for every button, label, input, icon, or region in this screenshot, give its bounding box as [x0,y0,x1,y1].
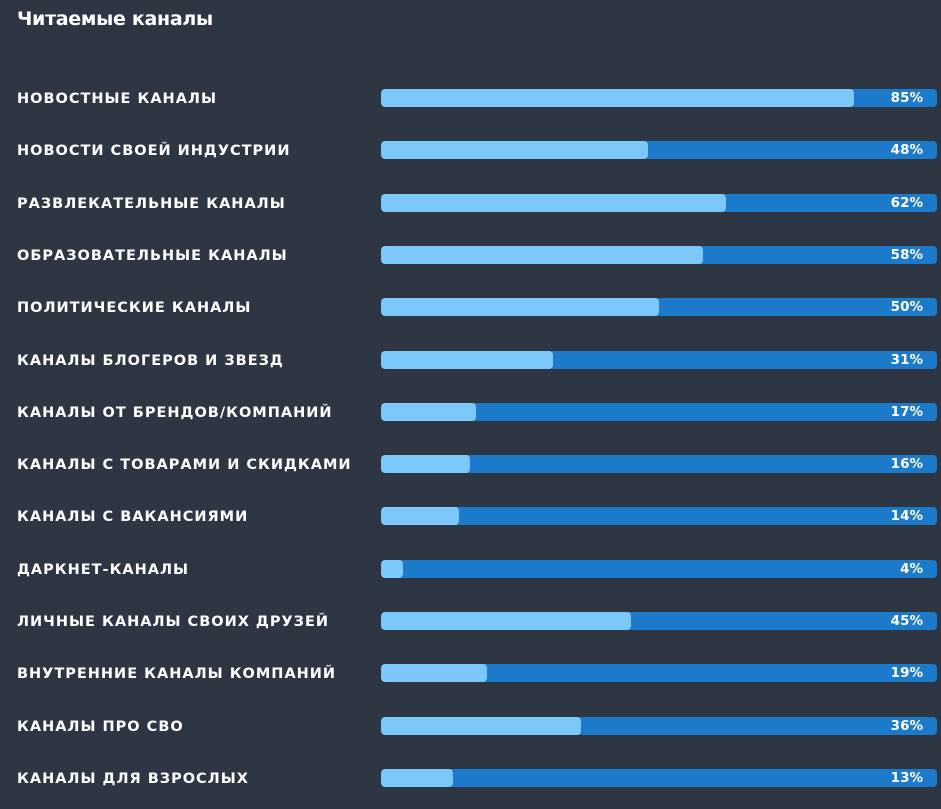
bar-track: 14% [381,507,937,525]
data-label: 36% [890,718,923,734]
data-label: 58% [890,247,923,263]
bar-track: 85% [381,89,937,107]
category-label: НОВОСТИ СВОЕЙ ИНДУСТРИИ [17,143,291,159]
bar-fill [381,664,487,682]
category-label: КАНАЛЫ БЛОГЕРОВ И ЗВЕЗД [17,353,284,369]
bar-fill [381,246,703,264]
bar-fill [381,403,476,421]
data-label: 4% [900,561,923,577]
bar-track: 19% [381,664,937,682]
category-label: ОБРАЗОВАТЕЛЬНЫЕ КАНАЛЫ [17,248,288,264]
bar-track: 4% [381,560,937,578]
data-label: 62% [890,195,923,211]
bar-row: РАЗВЛЕКАТЕЛЬНЫЕ КАНАЛЫ 62% [0,194,941,214]
bar-row: КАНАЛЫ ДЛЯ ВЗРОСЛЫХ 13% [0,769,941,789]
bar-row: ЛИЧНЫЕ КАНАЛЫ СВОИХ ДРУЗЕЙ 45% [0,612,941,632]
bar-row: ОБРАЗОВАТЕЛЬНЫЕ КАНАЛЫ 58% [0,246,941,266]
bar-fill [381,89,854,107]
bar-fill [381,194,726,212]
data-label: 14% [890,508,923,524]
category-label: КАНАЛЫ ПРО СВО [17,719,184,735]
bar-fill [381,612,631,630]
bar-fill [381,141,648,159]
bar-row: ДАРКНЕТ-КАНАЛЫ 4% [0,560,941,580]
bar-fill [381,351,553,369]
data-label: 85% [890,90,923,106]
bar-row: КАНАЛЫ ПРО СВО 36% [0,717,941,737]
data-label: 13% [890,770,923,786]
bar-row: КАНАЛЫ ОТ БРЕНДОВ/КОМПАНИЙ 17% [0,403,941,423]
data-label: 48% [890,142,923,158]
bar-track: 31% [381,351,937,369]
bar-track: 17% [381,403,937,421]
data-label: 16% [890,456,923,472]
category-label: КАНАЛЫ ДЛЯ ВЗРОСЛЫХ [17,771,249,787]
bar-track: 36% [381,717,937,735]
category-label: НОВОСТНЫЕ КАНАЛЫ [17,91,217,107]
bar-track: 13% [381,769,937,787]
category-label: РАЗВЛЕКАТЕЛЬНЫЕ КАНАЛЫ [17,196,286,212]
bar-fill [381,455,470,473]
bar-row: КАНАЛЫ БЛОГЕРОВ И ЗВЕЗД 31% [0,351,941,371]
bar-fill [381,560,403,578]
bar-track: 58% [381,246,937,264]
category-label: КАНАЛЫ С ТОВАРАМИ И СКИДКАМИ [17,457,352,473]
chart-title: Читаемые каналы [17,8,213,30]
data-label: 19% [890,665,923,681]
bar-fill [381,769,453,787]
bar-fill [381,717,581,735]
category-label: ДАРКНЕТ-КАНАЛЫ [17,562,190,578]
bar-row: НОВОСТНЫЕ КАНАЛЫ 85% [0,89,941,109]
bar-track: 48% [381,141,937,159]
bar-track: 16% [381,455,937,473]
category-label: КАНАЛЫ ОТ БРЕНДОВ/КОМПАНИЙ [17,405,333,421]
category-label: ВНУТРЕННИЕ КАНАЛЫ КОМПАНИЙ [17,666,337,682]
bar-fill [381,298,659,316]
data-label: 45% [890,613,923,629]
bar-row: ВНУТРЕННИЕ КАНАЛЫ КОМПАНИЙ 19% [0,664,941,684]
bar-row: НОВОСТИ СВОЕЙ ИНДУСТРИИ 48% [0,141,941,161]
bar-row: КАНАЛЫ С ВАКАНСИЯМИ 14% [0,507,941,527]
bar-fill [381,507,459,525]
bar-track: 62% [381,194,937,212]
category-label: ЛИЧНЫЕ КАНАЛЫ СВОИХ ДРУЗЕЙ [17,614,329,630]
bar-track: 50% [381,298,937,316]
bar-track: 45% [381,612,937,630]
bar-row: ПОЛИТИЧЕСКИЕ КАНАЛЫ 50% [0,298,941,318]
data-label: 17% [890,404,923,420]
data-label: 31% [890,352,923,368]
category-label: КАНАЛЫ С ВАКАНСИЯМИ [17,509,249,525]
data-label: 50% [890,299,923,315]
bar-row: КАНАЛЫ С ТОВАРАМИ И СКИДКАМИ 16% [0,455,941,475]
category-label: ПОЛИТИЧЕСКИЕ КАНАЛЫ [17,300,252,316]
